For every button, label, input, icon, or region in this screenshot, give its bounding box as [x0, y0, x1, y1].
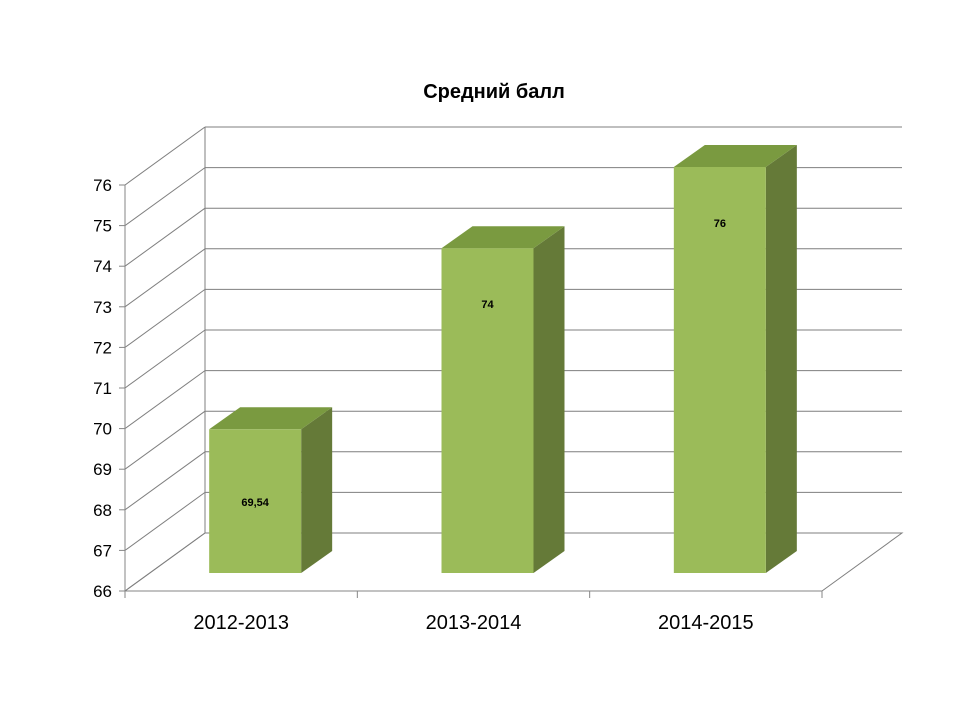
axes [119, 184, 823, 598]
bars [209, 145, 797, 573]
bar-top [673, 145, 797, 167]
x-tick-label: 2013-2014 [426, 612, 522, 634]
chart-title: Средний балл [423, 81, 565, 103]
y-tick-label: 76 [93, 176, 112, 195]
x-tick-label: 2012-2013 [193, 612, 289, 634]
y-tick-label: 71 [93, 379, 112, 398]
gridline-depth [124, 451, 206, 511]
gridline-depth [124, 410, 206, 470]
bar [441, 248, 534, 573]
y-tick-label: 68 [93, 501, 112, 520]
y-tick-label: 70 [93, 420, 112, 439]
bar-side [765, 145, 797, 573]
bar-top [441, 226, 565, 249]
gridline-depth [124, 248, 206, 308]
y-tick-label: 66 [93, 582, 112, 601]
gridline-depth [124, 370, 206, 430]
y-tick-label: 67 [93, 541, 112, 560]
data-label: 76 [714, 218, 726, 230]
y-tick-label: 69 [93, 460, 112, 479]
gridline-depth [124, 167, 206, 227]
bar [673, 167, 766, 573]
gridline-depth [124, 288, 206, 348]
gridline-depth [124, 329, 206, 389]
bar-top [209, 407, 333, 430]
data-label: 74 [481, 299, 494, 311]
y-tick-label: 72 [93, 338, 112, 357]
gridline-depth [124, 491, 206, 551]
data-label: 69,54 [241, 497, 269, 509]
y-tick-label: 73 [93, 298, 112, 317]
bar-side [301, 407, 333, 573]
bar-side [533, 226, 565, 573]
gridline-depth [124, 126, 206, 186]
bar [209, 429, 302, 573]
gridline-depth [124, 207, 206, 267]
y-tick-label: 74 [93, 257, 112, 276]
y-tick-label: 75 [93, 217, 112, 236]
x-tick-label: 2014-2015 [658, 612, 754, 634]
labels: 66 67 68 69 70 71 72 73 74 75 76 69,54 2012-2013 74 20… [93, 176, 754, 634]
